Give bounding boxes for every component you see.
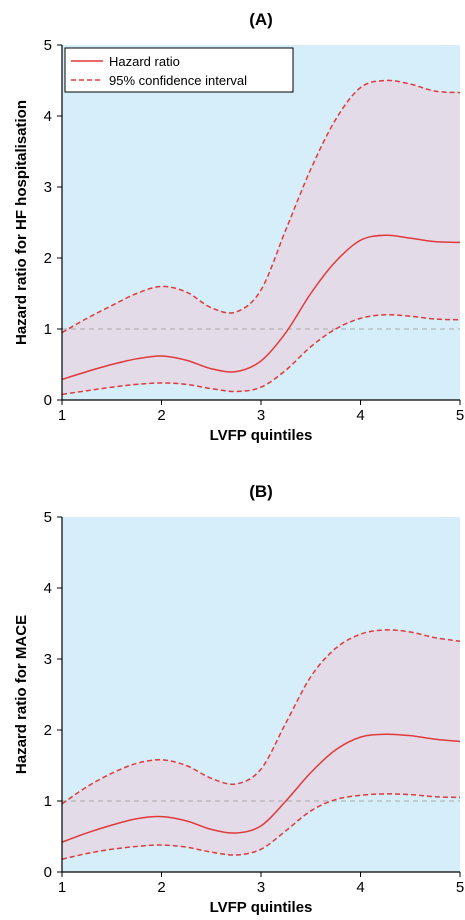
chart-title: (B) xyxy=(249,482,273,501)
confidence-band xyxy=(62,80,460,395)
y-tick-label: 4 xyxy=(44,108,52,125)
legend-box xyxy=(64,47,294,93)
y-tick-label: 1 xyxy=(44,321,52,338)
y-tick-label: 5 xyxy=(44,509,52,526)
x-tick-label: 5 xyxy=(456,879,464,896)
y-tick-label: 0 xyxy=(44,392,52,409)
legend-label-ci: 95% confidence interval xyxy=(109,73,247,88)
legend-label-hazard: Hazard ratio xyxy=(109,54,180,69)
y-tick-label: 3 xyxy=(44,651,52,668)
hazard-ratio-line xyxy=(61,733,461,843)
x-tick-label: 5 xyxy=(456,407,464,424)
ci-lower-line xyxy=(61,793,461,860)
x-axis-label: LVFP quintiles xyxy=(210,427,313,444)
y-axis-label: Hazard ratio for MACE xyxy=(13,615,30,774)
chart-title: (A) xyxy=(249,10,273,29)
x-tick-label: 4 xyxy=(356,407,364,424)
x-tick-label: 2 xyxy=(157,879,165,896)
x-tick-label: 1 xyxy=(58,407,66,424)
y-tick-label: 0 xyxy=(44,864,52,881)
y-axis-label: Hazard ratio for HF hospitalisation xyxy=(13,100,30,345)
hazard-ratio-line xyxy=(61,234,461,381)
y-tick-label: 2 xyxy=(44,722,52,739)
x-tick-label: 4 xyxy=(356,879,364,896)
x-tick-label: 3 xyxy=(257,407,265,424)
ci-upper-line xyxy=(61,629,461,805)
x-axis-label: LVFP quintiles xyxy=(210,899,313,916)
x-tick-label: 3 xyxy=(257,879,265,896)
y-tick-label: 1 xyxy=(44,793,52,810)
ci-lower-line xyxy=(61,313,461,396)
x-tick-label: 1 xyxy=(58,879,66,896)
y-tick-label: 4 xyxy=(44,580,52,597)
x-tick-label: 2 xyxy=(157,407,165,424)
y-tick-label: 5 xyxy=(44,37,52,54)
ci-upper-line xyxy=(61,79,461,334)
confidence-band xyxy=(62,629,460,860)
legend: Hazard ratio 95% confidence interval xyxy=(64,47,294,93)
y-tick-label: 2 xyxy=(44,250,52,267)
y-tick-label: 3 xyxy=(44,179,52,196)
